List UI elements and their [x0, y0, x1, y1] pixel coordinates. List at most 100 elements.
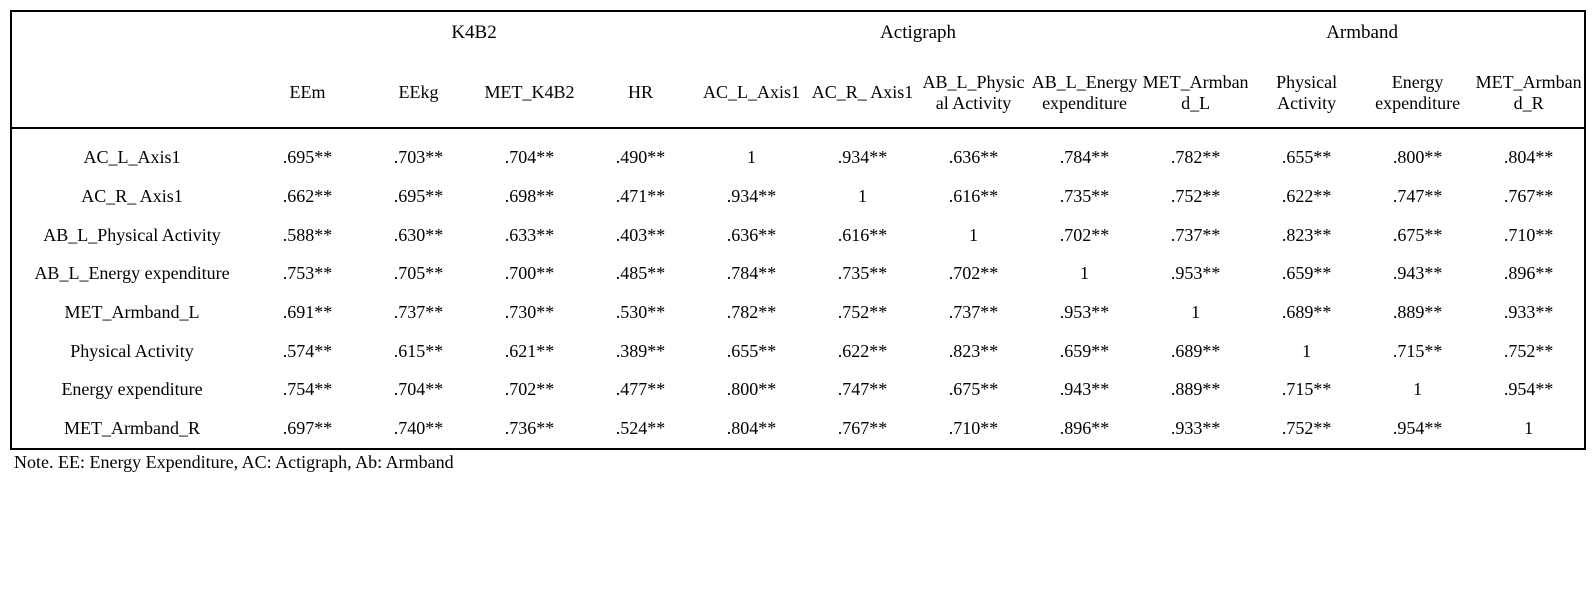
row-label: AB_L_Energy expenditure — [12, 254, 252, 293]
cell-value: .636** — [918, 129, 1029, 177]
cell-value: .616** — [807, 216, 918, 255]
row-label: Physical Activity — [12, 332, 252, 371]
cell-value: .767** — [1473, 177, 1584, 216]
correlation-table-container: K4B2 Actigraph Armband EEm EEkg MET_K4B2… — [10, 10, 1586, 450]
row-label: Energy expenditure — [12, 370, 252, 409]
cell-value: .477** — [585, 370, 696, 409]
cell-value: .784** — [1029, 129, 1140, 177]
cell-value: .588** — [252, 216, 363, 255]
cell-value: .715** — [1251, 370, 1362, 409]
column-header: EEm — [252, 62, 363, 128]
cell-value: .659** — [1029, 332, 1140, 371]
row-label: AC_L_Axis1 — [12, 129, 252, 177]
cell-value: .752** — [1140, 177, 1251, 216]
cell-value: .702** — [918, 254, 1029, 293]
column-header: Energy expenditure — [1362, 62, 1473, 128]
cell-value: .710** — [1473, 216, 1584, 255]
cell-value: 1 — [807, 177, 918, 216]
column-header: AC_R_ Axis1 — [807, 62, 918, 128]
cell-value: .747** — [1362, 177, 1473, 216]
cell-value: .689** — [1140, 332, 1251, 371]
cell-value: .574** — [252, 332, 363, 371]
cell-value: .896** — [1029, 409, 1140, 448]
cell-value: .735** — [1029, 177, 1140, 216]
cell-value: .752** — [1473, 332, 1584, 371]
cell-value: .490** — [585, 129, 696, 177]
cell-value: .530** — [585, 293, 696, 332]
row-label: MET_Armband_R — [12, 409, 252, 448]
cell-value: .740** — [363, 409, 474, 448]
cell-value: .633** — [474, 216, 585, 255]
table-row: MET_Armband_L.691**.737**.730**.530**.78… — [12, 293, 1584, 332]
cell-value: .953** — [1029, 293, 1140, 332]
table-row: Energy expenditure.754**.704**.702**.477… — [12, 370, 1584, 409]
cell-value: .953** — [1140, 254, 1251, 293]
cell-value: .695** — [252, 129, 363, 177]
cell-value: .823** — [918, 332, 1029, 371]
table-row: MET_Armband_R.697**.740**.736**.524**.80… — [12, 409, 1584, 448]
cell-value: .630** — [363, 216, 474, 255]
cell-value: .933** — [1140, 409, 1251, 448]
cell-value: .655** — [1251, 129, 1362, 177]
cell-value: .823** — [1251, 216, 1362, 255]
cell-value: .889** — [1140, 370, 1251, 409]
cell-value: .737** — [1140, 216, 1251, 255]
cell-value: .710** — [918, 409, 1029, 448]
cell-value: .698** — [474, 177, 585, 216]
cell-value: 1 — [1362, 370, 1473, 409]
table-row: AB_L_Physical Activity.588**.630**.633**… — [12, 216, 1584, 255]
cell-value: .735** — [807, 254, 918, 293]
cell-value: .622** — [1251, 177, 1362, 216]
table-row: Physical Activity.574**.615**.621**.389*… — [12, 332, 1584, 371]
cell-value: .782** — [696, 293, 807, 332]
row-label: AC_R_ Axis1 — [12, 177, 252, 216]
cell-value: .703** — [363, 129, 474, 177]
cell-value: .736** — [474, 409, 585, 448]
cell-value: .800** — [1362, 129, 1473, 177]
cell-value: .933** — [1473, 293, 1584, 332]
cell-value: .704** — [474, 129, 585, 177]
column-header: MET_K4B2 — [474, 62, 585, 128]
column-header: AB_L_Energy expenditure — [1029, 62, 1140, 128]
column-header-blank — [12, 62, 252, 128]
cell-value: .767** — [807, 409, 918, 448]
cell-value: 1 — [696, 129, 807, 177]
cell-value: .943** — [1029, 370, 1140, 409]
cell-value: .675** — [918, 370, 1029, 409]
cell-value: .705** — [363, 254, 474, 293]
cell-value: .675** — [1362, 216, 1473, 255]
column-header-row: EEm EEkg MET_K4B2 HR AC_L_Axis1 AC_R_ Ax… — [12, 62, 1584, 128]
cell-value: 1 — [1251, 332, 1362, 371]
cell-value: .697** — [252, 409, 363, 448]
cell-value: .702** — [1029, 216, 1140, 255]
cell-value: .691** — [252, 293, 363, 332]
row-label: AB_L_Physical Activity — [12, 216, 252, 255]
cell-value: .954** — [1362, 409, 1473, 448]
cell-value: .934** — [807, 129, 918, 177]
cell-value: .636** — [696, 216, 807, 255]
cell-value: .896** — [1473, 254, 1584, 293]
group-header-blank — [12, 12, 252, 62]
column-header: HR — [585, 62, 696, 128]
cell-value: .943** — [1362, 254, 1473, 293]
cell-value: .737** — [363, 293, 474, 332]
column-header: Physical Activity — [1251, 62, 1362, 128]
cell-value: .889** — [1362, 293, 1473, 332]
group-header-row: K4B2 Actigraph Armband — [12, 12, 1584, 62]
cell-value: .752** — [1251, 409, 1362, 448]
cell-value: .616** — [918, 177, 1029, 216]
group-header-actigraph: Actigraph — [696, 12, 1140, 62]
cell-value: .804** — [1473, 129, 1584, 177]
column-header: AB_L_Physical Activity — [918, 62, 1029, 128]
table-body: AC_L_Axis1.695**.703**.704**.490**1.934*… — [12, 129, 1584, 448]
cell-value: .659** — [1251, 254, 1362, 293]
cell-value: .800** — [696, 370, 807, 409]
cell-value: .782** — [1140, 129, 1251, 177]
group-header-armband: Armband — [1140, 12, 1584, 62]
cell-value: .934** — [696, 177, 807, 216]
cell-value: .704** — [363, 370, 474, 409]
row-label: MET_Armband_L — [12, 293, 252, 332]
cell-value: .471** — [585, 177, 696, 216]
cell-value: .747** — [807, 370, 918, 409]
cell-value: .615** — [363, 332, 474, 371]
